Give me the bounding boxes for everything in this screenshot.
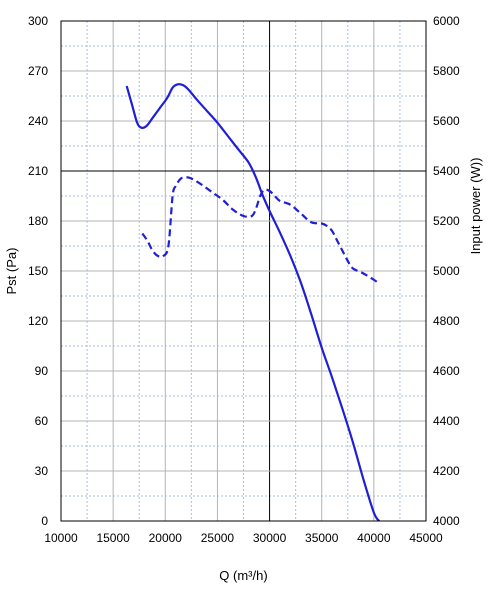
y-tick-label: 30 (35, 464, 49, 478)
x-tick-label: 40000 (357, 531, 391, 545)
y-tick-label: 240 (28, 114, 48, 128)
y2-tick-label: 5200 (433, 214, 460, 228)
x-axis-label: Q (m³/h) (219, 568, 267, 583)
input-power-line (141, 176, 380, 285)
x-tick-label: 15000 (96, 531, 130, 545)
y2-tick-label: 5600 (433, 114, 460, 128)
y2-axis-label: Input power (W)) (468, 158, 483, 255)
y2-tick-labels: 4000 4200 4400 4600 4800 5000 5200 5400 5600 5800… (433, 14, 460, 528)
x-tick-label: 10000 (44, 531, 78, 545)
x-tick-label: 45000 (409, 531, 443, 545)
y2-tick-label: 4400 (433, 414, 460, 428)
x-tick-labels: 10000 15000 20000 25000 30000 35000 40000 45000 (44, 531, 443, 545)
plot-border (60, 20, 427, 522)
y-tick-label: 180 (28, 214, 48, 228)
y2-tick-label: 5000 (433, 264, 460, 278)
y-tick-label: 270 (28, 64, 48, 78)
y2-tick-label: 4800 (433, 314, 460, 328)
y2-tick-label: 5800 (433, 64, 460, 78)
y-tick-label: 60 (35, 414, 49, 428)
x-tick-label: 20000 (149, 531, 183, 545)
major-grid (61, 21, 426, 521)
y-axis-label: Pst (Pa) (4, 248, 19, 295)
static-pressure-line (125, 83, 381, 522)
x-tick-label: 25000 (201, 531, 235, 545)
y2-tick-label: 5400 (433, 164, 460, 178)
y2-tick-label: 4600 (433, 364, 460, 378)
y2-tick-label: 4000 (433, 514, 460, 528)
series-layer (125, 83, 381, 522)
y-tick-label: 0 (41, 514, 48, 528)
y2-tick-label: 4200 (433, 464, 460, 478)
x-tick-label: 35000 (305, 531, 339, 545)
y-tick-label: 90 (35, 364, 49, 378)
y-tick-label: 120 (28, 314, 48, 328)
x-tick-label: 30000 (253, 531, 287, 545)
y2-tick-label: 6000 (433, 14, 460, 28)
y-tick-labels: 0 30 60 90 120 150 180 210 240 270 300 (28, 14, 48, 528)
y-tick-label: 150 (28, 264, 48, 278)
y-tick-label: 210 (28, 164, 48, 178)
y-tick-label: 300 (28, 14, 48, 28)
